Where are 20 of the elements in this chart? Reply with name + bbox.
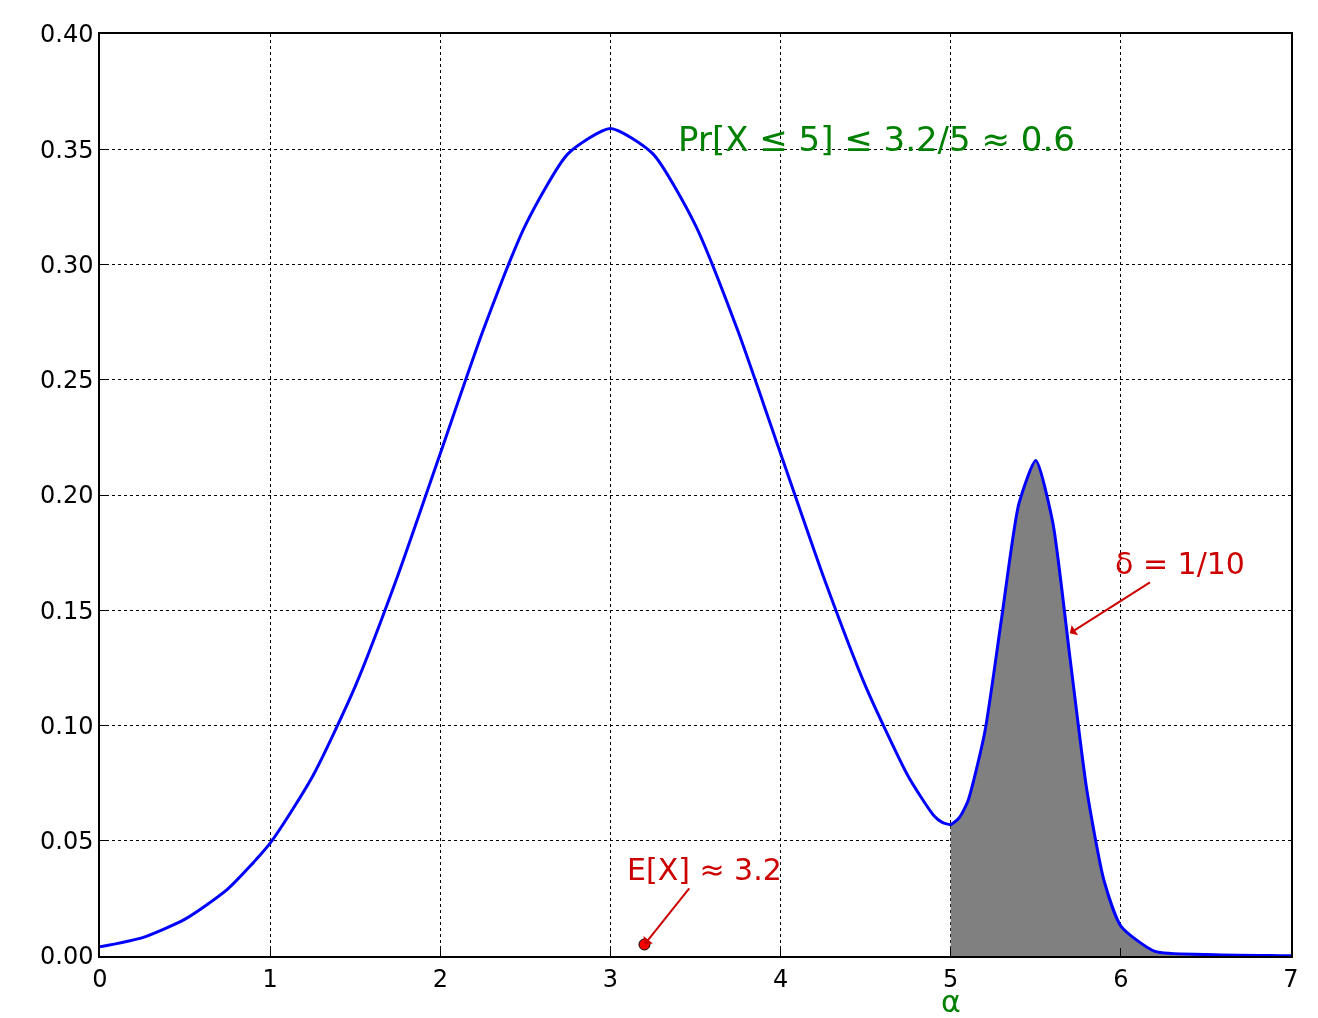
y-tick-label: 0.00 xyxy=(40,942,94,971)
y-tick-label: 0.35 xyxy=(40,135,94,164)
y-tick-label: 0.05 xyxy=(40,827,94,856)
x-tick-label: 6 xyxy=(1113,964,1129,993)
y-tick-label: 0.30 xyxy=(40,250,94,279)
x-tick-label: 3 xyxy=(602,964,619,993)
y-tick-label: 0.20 xyxy=(40,481,94,510)
y-tick-label: 0.10 xyxy=(40,711,94,740)
annotation: Pr[X ≤ 5] ≤ 3.2/5 ≈ 0.6 xyxy=(678,119,1075,159)
x-tick-label: 4 xyxy=(772,964,789,993)
x-tick-label: 0 xyxy=(92,964,108,993)
line-series xyxy=(100,127,1291,956)
annotation: δ = 1/10 xyxy=(1115,546,1245,581)
y-tick-label: 0.25 xyxy=(40,366,94,395)
y-tick-label: 0.40 xyxy=(40,20,94,49)
x-tick-label: 7 xyxy=(1283,964,1299,993)
y-tick-label: 0.15 xyxy=(40,596,94,625)
annotation: E[X] ≈ 3.2 xyxy=(627,852,782,887)
x-tick-label: 2 xyxy=(432,964,448,993)
x-tick-label: 1 xyxy=(262,964,278,993)
